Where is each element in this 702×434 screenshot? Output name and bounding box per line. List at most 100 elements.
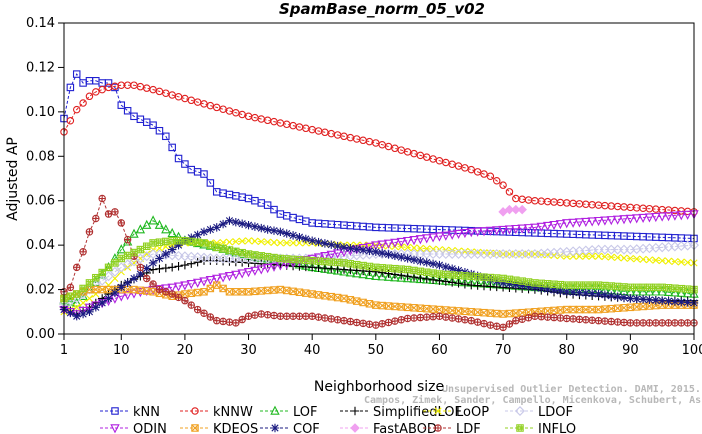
point-cof bbox=[142, 264, 151, 273]
point-ldf bbox=[346, 317, 355, 326]
point-odin bbox=[262, 264, 273, 274]
point-kdeos bbox=[270, 286, 278, 294]
point-cof bbox=[104, 294, 113, 303]
point-ldf bbox=[683, 319, 692, 327]
point-odin bbox=[243, 268, 254, 278]
point-ldf bbox=[461, 316, 469, 324]
point-odin bbox=[205, 276, 216, 286]
point-inflo bbox=[85, 279, 94, 287]
point-odin bbox=[428, 233, 438, 243]
legend-label-cof: COF bbox=[293, 422, 320, 434]
point-cof bbox=[645, 295, 654, 304]
point-odin bbox=[517, 224, 527, 234]
point-knn bbox=[155, 126, 164, 135]
point-ldf bbox=[219, 317, 227, 326]
point-lof bbox=[390, 272, 400, 282]
point-cof bbox=[231, 217, 241, 227]
point-simplifiedlof bbox=[167, 263, 177, 272]
point-odin bbox=[479, 227, 489, 237]
point-cof bbox=[346, 244, 355, 253]
legend-item-lof: LOF bbox=[260, 405, 318, 420]
point-ldof bbox=[179, 251, 190, 262]
point-ldf bbox=[104, 210, 113, 218]
point-simplifiedlof bbox=[416, 273, 425, 283]
point-knn bbox=[206, 179, 215, 187]
point-ldf bbox=[149, 280, 157, 288]
point-lof bbox=[352, 268, 362, 278]
point-cof bbox=[91, 303, 101, 312]
point-odin bbox=[606, 216, 616, 226]
point-ldf bbox=[435, 312, 444, 320]
point-loop bbox=[283, 239, 291, 247]
point-cof bbox=[498, 278, 508, 288]
point-cof bbox=[441, 262, 451, 272]
point-ldf bbox=[352, 318, 361, 327]
point-loop bbox=[486, 249, 494, 257]
point-kdeos bbox=[321, 292, 329, 300]
point-loop bbox=[601, 253, 609, 261]
point-loop bbox=[410, 244, 418, 252]
point-kdeos bbox=[384, 302, 393, 310]
point-odin bbox=[173, 282, 184, 292]
point-ldf bbox=[492, 322, 501, 330]
point-ldf bbox=[569, 315, 577, 323]
point-cof bbox=[479, 273, 489, 282]
point-odin bbox=[536, 222, 546, 232]
point-cof bbox=[530, 283, 540, 292]
point-kdeos bbox=[359, 298, 367, 307]
point-lof bbox=[371, 270, 381, 280]
point-inflo bbox=[111, 259, 119, 267]
point-odin bbox=[562, 219, 572, 229]
point-odin bbox=[511, 224, 521, 235]
legend-item-odin: ODIN bbox=[100, 422, 167, 434]
point-odin bbox=[377, 240, 387, 250]
watermark-line-1: Unsupervised Outlier Detection. DAMI, 20… bbox=[442, 383, 701, 395]
point-cof bbox=[244, 220, 253, 230]
point-cof bbox=[517, 281, 527, 290]
point-odin bbox=[619, 215, 629, 225]
legend-marker-ldof bbox=[515, 406, 525, 416]
point-ldf bbox=[85, 228, 94, 236]
point-knn bbox=[174, 154, 183, 163]
point-odin bbox=[320, 252, 330, 262]
legend-item-kdeos: KDEOS bbox=[180, 422, 258, 434]
point-lof bbox=[129, 228, 139, 238]
point-lof bbox=[663, 286, 674, 296]
point-knn bbox=[257, 199, 266, 207]
point-cof bbox=[288, 231, 298, 240]
point-knnw bbox=[429, 155, 437, 163]
point-inflo bbox=[142, 242, 151, 251]
point-odin bbox=[593, 216, 604, 227]
point-knnw bbox=[391, 144, 399, 153]
point-lof bbox=[116, 244, 126, 254]
point-loop bbox=[658, 257, 666, 265]
point-ldf bbox=[365, 320, 374, 328]
point-loop bbox=[620, 254, 628, 262]
point-loop bbox=[645, 256, 654, 264]
point-odin bbox=[676, 211, 686, 221]
point-loop bbox=[295, 239, 304, 247]
point-kdeos bbox=[639, 302, 647, 311]
point-cof bbox=[594, 289, 603, 299]
x-tick-label: 30 bbox=[240, 343, 257, 358]
point-odin bbox=[409, 236, 419, 246]
point-ldf bbox=[645, 319, 654, 327]
point-knnw bbox=[66, 116, 75, 125]
point-odin bbox=[682, 210, 693, 220]
point-cof bbox=[568, 288, 578, 297]
legend-label-kdeos: KDEOS bbox=[213, 422, 258, 434]
point-inflo bbox=[72, 290, 81, 298]
point-kdeos bbox=[225, 288, 234, 296]
point-lof bbox=[657, 286, 667, 296]
point-cof bbox=[543, 284, 552, 294]
point-knnw bbox=[98, 85, 106, 94]
point-lof bbox=[326, 264, 336, 274]
point-ldf bbox=[142, 274, 151, 283]
point-fastabod bbox=[511, 204, 521, 215]
point-odin bbox=[523, 224, 534, 234]
point-knnw bbox=[473, 168, 482, 176]
point-lof bbox=[396, 272, 406, 282]
point-odin bbox=[581, 217, 591, 227]
point-simplifiedlof bbox=[447, 278, 457, 287]
